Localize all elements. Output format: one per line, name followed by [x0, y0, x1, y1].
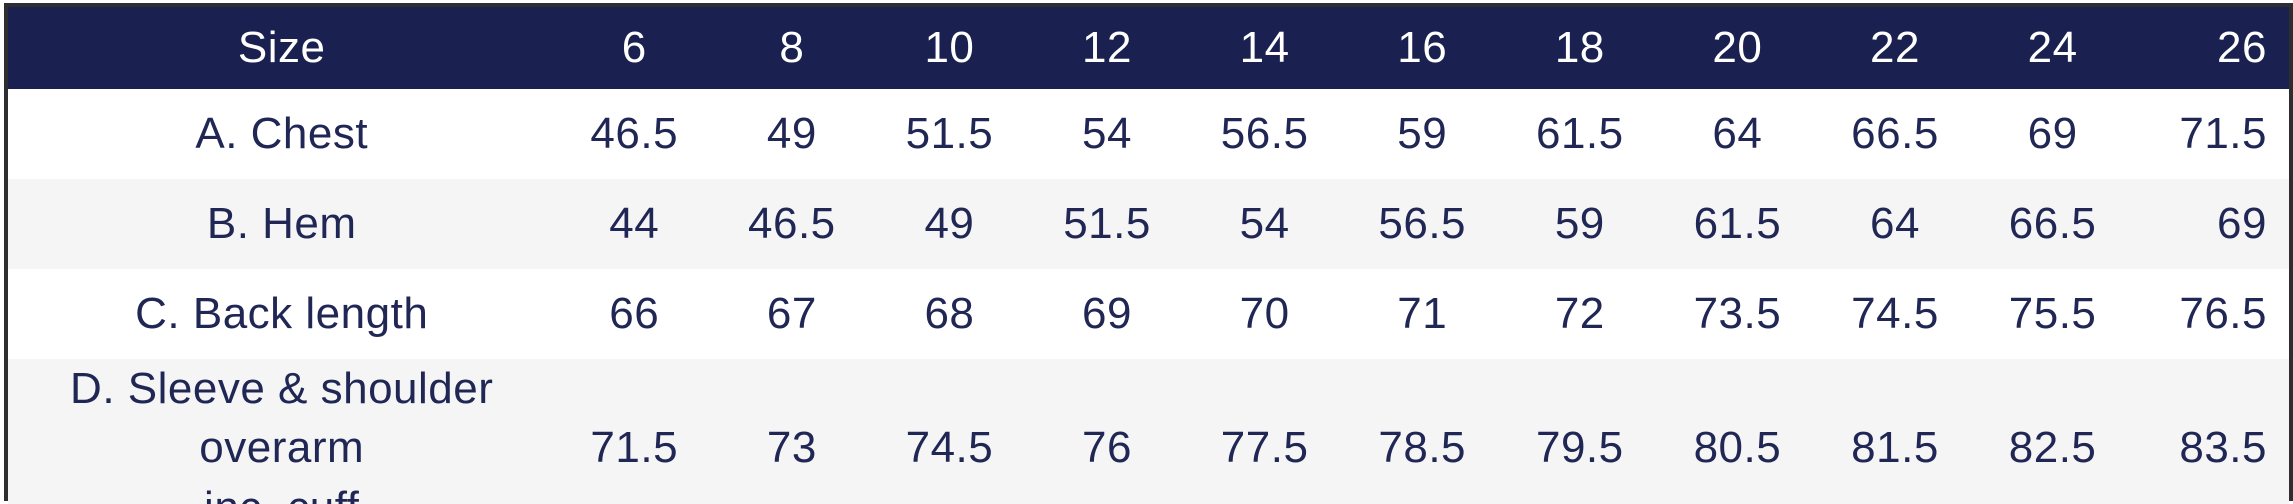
cell: 59 [1397, 109, 1448, 158]
cell: 73.5 [1693, 289, 1782, 338]
cell: 54 [1082, 109, 1132, 158]
row-label-line-2: inc. cuff [8, 478, 555, 504]
header-cell: 26 [2217, 23, 2267, 72]
cell: 69 [1082, 289, 1132, 338]
cell: 79.5 [1535, 423, 1624, 473]
cell: 46.5 [590, 109, 679, 158]
cell: 71.5 [2179, 109, 2267, 158]
cell: 75.5 [2008, 289, 2097, 338]
cell: 56.5 [1220, 109, 1309, 158]
cell: 69 [2027, 109, 2078, 158]
size-chart-container: Size 6 8 10 12 14 16 18 20 22 24 26 A. C… [4, 3, 2293, 504]
cell: 59 [1554, 199, 1605, 248]
cell: 54 [1239, 199, 1290, 248]
cell: 77.5 [1220, 423, 1309, 473]
header-cell: 16 [1397, 23, 1448, 72]
cell: 66 [609, 289, 660, 338]
cell: 49 [766, 109, 817, 158]
size-chart-table: Size 6 8 10 12 14 16 18 20 22 24 26 A. C… [8, 7, 2289, 504]
table-row-sleeve: D. Sleeve & shoulder overarm inc. cuff 7… [8, 359, 2289, 504]
header-cell: 20 [1712, 23, 1763, 72]
row-label: D. Sleeve & shoulder overarm inc. cuff [8, 359, 555, 504]
row-label: A. Chest [195, 109, 369, 158]
cell: 49 [924, 199, 975, 248]
row-label: B. Hem [206, 199, 357, 248]
cell: 83.5 [2179, 423, 2267, 473]
cell: 71.5 [590, 423, 679, 473]
header-cell: 18 [1554, 23, 1605, 72]
cell: 80.5 [1693, 423, 1782, 473]
header-cell: 14 [1239, 23, 1290, 72]
cell: 78.5 [1378, 423, 1467, 473]
header-cell: 6 [621, 23, 647, 72]
cell: 67 [766, 289, 817, 338]
cell: 69 [2217, 199, 2267, 248]
cell: 64 [1712, 109, 1763, 158]
header-cell: 22 [1870, 23, 1920, 72]
header-cell-size: Size [237, 23, 326, 72]
row-label-line-1: D. Sleeve & shoulder overarm [70, 364, 494, 473]
cell: 72 [1554, 289, 1605, 338]
header-row: Size 6 8 10 12 14 16 18 20 22 24 26 [8, 7, 2289, 89]
cell: 46.5 [748, 199, 836, 248]
cell: 71 [1397, 289, 1448, 338]
cell: 76 [1082, 423, 1132, 473]
cell: 56.5 [1378, 199, 1467, 248]
cell: 82.5 [2008, 423, 2097, 473]
cell: 44 [609, 199, 660, 248]
table-row-chest: A. Chest 46.5 49 51.5 54 56.5 59 61.5 64… [8, 89, 2289, 179]
header-cell: 8 [779, 23, 805, 72]
cell: 68 [924, 289, 975, 338]
header-cell: 10 [924, 23, 975, 72]
cell: 74.5 [905, 423, 994, 473]
cell: 64 [1870, 199, 1920, 248]
cell: 66.5 [2008, 199, 2097, 248]
header-cell: 12 [1082, 23, 1132, 72]
cell: 73 [766, 423, 817, 473]
table-row-back-length: C. Back length 66 67 68 69 70 71 72 73.5… [8, 269, 2289, 359]
cell: 74.5 [1851, 289, 1939, 338]
row-label: C. Back length [135, 289, 429, 338]
cell: 70 [1239, 289, 1290, 338]
cell: 51.5 [905, 109, 994, 158]
cell: 61.5 [1693, 199, 1782, 248]
cell: 81.5 [1851, 423, 1939, 473]
cell: 61.5 [1535, 109, 1624, 158]
table-row-hem: B. Hem 44 46.5 49 51.5 54 56.5 59 61.5 6… [8, 179, 2289, 269]
cell: 66.5 [1851, 109, 1939, 158]
header-cell: 24 [2027, 23, 2078, 72]
cell: 51.5 [1063, 199, 1151, 248]
cell: 76.5 [2179, 289, 2267, 338]
